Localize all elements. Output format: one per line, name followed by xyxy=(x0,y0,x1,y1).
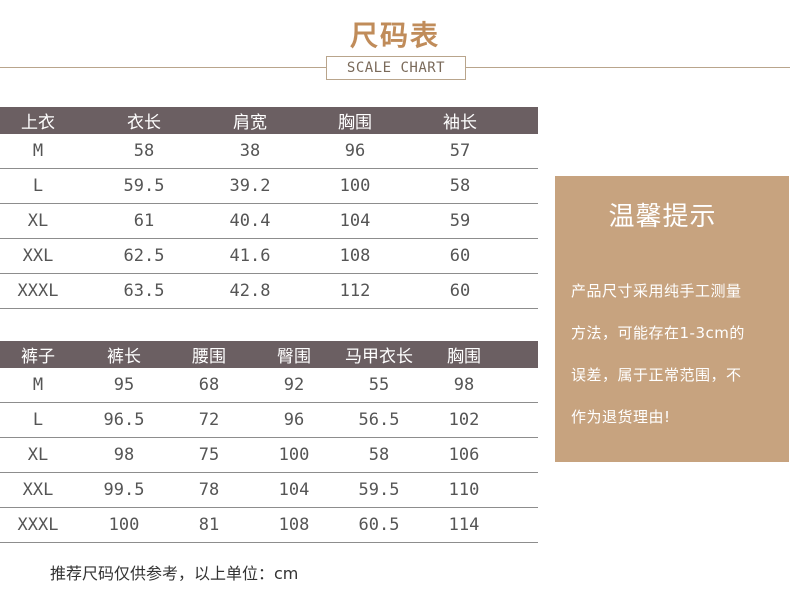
value-cell: 99.5 xyxy=(103,480,145,500)
table-row: L 96.5 72 96 56.5 102 xyxy=(0,403,538,438)
size-cell: XXXL xyxy=(17,515,59,535)
pants-header-row: 裤子 裤长 腰围 臀围 马甲衣长 胸围 xyxy=(0,341,538,368)
size-cell: M xyxy=(32,375,44,395)
value-cell: 72 xyxy=(198,410,220,430)
value-cell: 75 xyxy=(198,445,220,465)
tops-header-cell: 肩宽 xyxy=(233,113,267,133)
size-cell: XXL xyxy=(22,480,54,500)
pants-header-cell: 腰围 xyxy=(192,347,226,367)
pants-header-cell: 马甲衣长 xyxy=(345,347,413,367)
size-cell: L xyxy=(32,176,44,196)
value-cell: 96.5 xyxy=(103,410,145,430)
value-cell: 108 xyxy=(339,246,371,266)
value-cell: 68 xyxy=(198,375,220,395)
value-cell: 106 xyxy=(448,445,480,465)
value-cell: 81 xyxy=(198,515,220,535)
title-rule-left xyxy=(0,67,326,68)
value-cell: 100 xyxy=(278,445,310,465)
value-cell: 60 xyxy=(449,281,471,301)
value-cell: 39.2 xyxy=(229,176,271,196)
value-cell: 60 xyxy=(449,246,471,266)
pants-header-cell: 臀围 xyxy=(277,347,311,367)
value-cell: 58 xyxy=(133,141,155,161)
table-row: XL 98 75 100 58 106 xyxy=(0,438,538,473)
table-row: L 59.5 39.2 100 58 xyxy=(0,169,538,204)
table-row: M 95 68 92 55 98 xyxy=(0,368,538,403)
unit-footnote: 推荐尺码仅供参考，以上单位：cm xyxy=(50,564,299,583)
value-cell: 96 xyxy=(344,141,366,161)
notice-title: 温馨提示 xyxy=(608,202,717,232)
table-row: XXXL 100 81 108 60.5 114 xyxy=(0,508,538,543)
table-row: M 58 38 96 57 xyxy=(0,134,538,169)
page-subtitle: SCALE CHART xyxy=(326,56,466,80)
size-cell: XL xyxy=(27,211,49,231)
pants-header-cell: 裤子 xyxy=(21,347,55,367)
value-cell: 104 xyxy=(278,480,310,500)
value-cell: 112 xyxy=(339,281,371,301)
notice-line: 产品尺寸采用纯手工测量 xyxy=(571,282,742,300)
tops-header-cell: 衣长 xyxy=(127,113,161,133)
value-cell: 40.4 xyxy=(229,211,271,231)
value-cell: 55 xyxy=(368,375,390,395)
value-cell: 110 xyxy=(448,480,480,500)
value-cell: 100 xyxy=(339,176,371,196)
tops-header-cell: 胸围 xyxy=(338,113,372,133)
notice-box: 温馨提示 产品尺寸采用纯手工测量 方法，可能存在1-3cm的 误差，属于正常范围… xyxy=(555,176,789,462)
title-rule-right xyxy=(466,67,790,68)
value-cell: 41.6 xyxy=(229,246,271,266)
value-cell: 98 xyxy=(113,445,135,465)
notice-line: 方法，可能存在1-3cm的 xyxy=(571,324,745,342)
table-row: XXL 99.5 78 104 59.5 110 xyxy=(0,473,538,508)
tops-header-cell: 袖长 xyxy=(443,113,477,133)
notice-body: 产品尺寸采用纯手工测量 方法，可能存在1-3cm的 误差，属于正常范围，不 作为… xyxy=(571,270,785,438)
value-cell: 98 xyxy=(453,375,475,395)
value-cell: 104 xyxy=(339,211,371,231)
value-cell: 92 xyxy=(283,375,305,395)
value-cell: 78 xyxy=(198,480,220,500)
tops-header-cell: 上衣 xyxy=(21,113,55,133)
value-cell: 61 xyxy=(133,211,155,231)
table-row: XXL 62.5 41.6 108 60 xyxy=(0,239,538,274)
size-cell: XXL xyxy=(22,246,54,266)
value-cell: 59.5 xyxy=(123,176,165,196)
value-cell: 58 xyxy=(449,176,471,196)
value-cell: 95 xyxy=(113,375,135,395)
value-cell: 38 xyxy=(239,141,261,161)
size-cell: M xyxy=(32,141,44,161)
value-cell: 42.8 xyxy=(229,281,271,301)
pants-header-cell: 胸围 xyxy=(447,347,481,367)
value-cell: 59.5 xyxy=(358,480,400,500)
pants-header-cell: 裤长 xyxy=(107,347,141,367)
value-cell: 58 xyxy=(368,445,390,465)
value-cell: 108 xyxy=(278,515,310,535)
value-cell: 57 xyxy=(449,141,471,161)
size-cell: XXXL xyxy=(17,281,59,301)
value-cell: 96 xyxy=(283,410,305,430)
value-cell: 102 xyxy=(448,410,480,430)
value-cell: 56.5 xyxy=(358,410,400,430)
notice-line: 作为退货理由! xyxy=(571,408,671,426)
table-row: XXXL 63.5 42.8 112 60 xyxy=(0,274,538,309)
size-cell: L xyxy=(32,410,44,430)
value-cell: 62.5 xyxy=(123,246,165,266)
pants-size-table: 裤子 裤长 腰围 臀围 马甲衣长 胸围 M 95 68 92 55 98 L 9… xyxy=(0,341,538,543)
value-cell: 100 xyxy=(108,515,140,535)
value-cell: 63.5 xyxy=(123,281,165,301)
tops-size-table: 上衣 衣长 肩宽 胸围 袖长 M 58 38 96 57 L 59.5 39.2… xyxy=(0,107,538,309)
notice-line: 误差，属于正常范围，不 xyxy=(571,366,742,384)
value-cell: 60.5 xyxy=(358,515,400,535)
tops-header-row: 上衣 衣长 肩宽 胸围 袖长 xyxy=(0,107,538,134)
size-cell: XL xyxy=(27,445,49,465)
table-row: XL 61 40.4 104 59 xyxy=(0,204,538,239)
value-cell: 59 xyxy=(449,211,471,231)
value-cell: 114 xyxy=(448,515,480,535)
page-title: 尺码表 xyxy=(349,19,440,52)
